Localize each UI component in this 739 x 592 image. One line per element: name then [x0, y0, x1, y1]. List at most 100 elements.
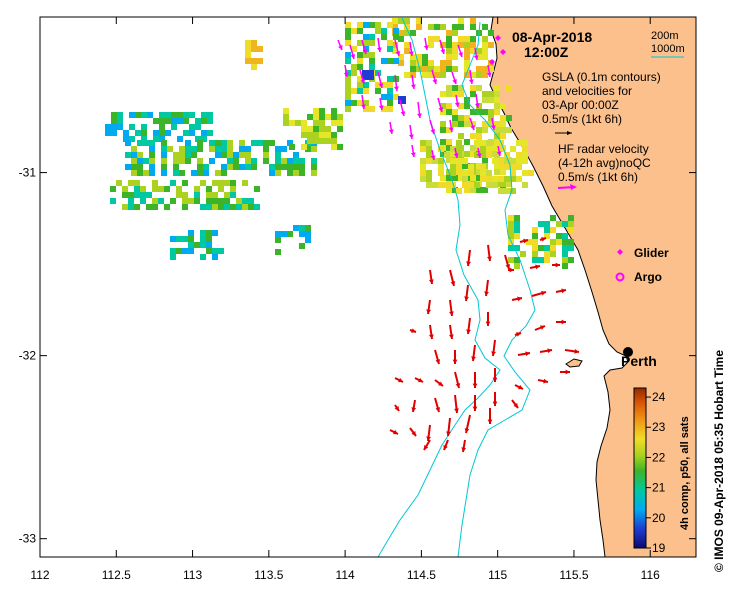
hf-radar-arrow [439, 39, 446, 55]
hf-radar-arrow [399, 99, 406, 117]
gsla-arrow [389, 429, 399, 435]
legend-gsla-3: 03-Apr 00:00Z [542, 98, 619, 112]
gsla-arrow [443, 439, 449, 451]
gsla-arrow [472, 395, 478, 411]
gsla-arrow [466, 249, 471, 267]
gsla-arrow [409, 328, 417, 333]
gsla-arrow [531, 290, 547, 297]
gsla-arrow [394, 377, 404, 383]
hf-radar-arrow [486, 64, 492, 78]
gsla-arrow [394, 404, 400, 412]
hf-radar-arrow [359, 69, 366, 85]
hf-radar-arrow [469, 117, 475, 131]
hf-radar-arrow [411, 74, 416, 90]
x-tick-label: 115 [488, 568, 507, 582]
x-tick-label: 112 [30, 568, 49, 582]
gsla-arrow [511, 399, 519, 409]
legend-hf-2: (4-12h avg)noQC [558, 156, 651, 170]
colorbar-tick-label: 24 [652, 390, 666, 404]
glider-position-icon [495, 35, 501, 41]
hf-radar-arrow [388, 121, 394, 135]
x-tick-label: 113.5 [254, 568, 283, 582]
gsla-arrow [423, 439, 431, 451]
hf-radar-arrow [423, 37, 429, 51]
map-date: 08-Apr-2018 [512, 29, 592, 45]
legend-hf-arrow [557, 184, 577, 190]
hf-radar-arrow [454, 94, 460, 108]
y-tick-label: -31 [19, 166, 37, 180]
gsla-arrow [484, 279, 489, 297]
gsla-arrow [409, 427, 417, 437]
gsla-arrow [454, 371, 461, 389]
hf-radar-arrow [409, 124, 414, 140]
gsla-velocity-arrows [389, 237, 580, 453]
hf-radar-arrow [457, 44, 463, 58]
x-tick-label: 113 [183, 568, 202, 582]
gsla-arrow [446, 417, 451, 437]
gsla-arrow [534, 325, 546, 331]
legend-gsla-arrow [555, 131, 572, 135]
gsla-arrow [517, 351, 531, 357]
colorbar-tick-label: 19 [652, 541, 666, 555]
gsla-arrow [492, 392, 498, 406]
x-tick-label: 112.5 [102, 568, 131, 582]
hf-radar-arrow [361, 94, 366, 110]
gsla-arrow [514, 332, 522, 337]
isobath-200m [457, 21, 536, 557]
hf-radar-arrow [377, 71, 384, 89]
gsla-arrow [429, 324, 434, 340]
gsla-arrow [560, 369, 570, 375]
gsla-arrow [434, 349, 441, 365]
hf-radar-arrow [451, 71, 457, 85]
gsla-arrow [511, 296, 523, 302]
legend-hf-1: HF radar velocity [558, 142, 649, 156]
legend-argo: Argo [634, 270, 662, 284]
y-tick-label: -33 [19, 532, 37, 546]
hf-radar-arrow [394, 39, 401, 57]
legend-gsla-2: and velocities for [542, 84, 632, 98]
gsla-arrow [449, 324, 454, 340]
gsla-arrow [449, 269, 456, 287]
hf-radar-arrow [476, 147, 482, 159]
gsla-arrow [504, 254, 511, 270]
gsla-arrow [434, 379, 444, 387]
gsla-arrow [539, 348, 553, 354]
legend-hf-3: 0.5m/s (1kt 6h) [558, 170, 638, 184]
gsla-arrow [471, 344, 476, 362]
gsla-arrow [426, 299, 431, 315]
x-tick-label: 115.5 [559, 568, 588, 582]
hf-radar-arrow [473, 47, 479, 61]
colorbar [633, 387, 647, 549]
perth-marker-icon [623, 347, 633, 357]
hf-radar-arrow [377, 37, 382, 53]
city-label: Perth [621, 353, 657, 369]
colorbar-label: 4h comp, p50, all sats [679, 416, 691, 530]
colorbar-ticks: 19 20 21 22 23 24 [646, 390, 666, 555]
gsla-arrow [564, 349, 580, 354]
hf-radar-arrow [469, 69, 474, 85]
hf-radar-arrow [430, 149, 436, 161]
hf-radar-arrow [475, 93, 480, 109]
y-axis: -31 -32 -33 [19, 166, 696, 546]
legend-gsla-4: 0.5m/s (1kt 6h) [542, 112, 622, 126]
gsla-arrow [452, 350, 458, 364]
hf-radar-arrow [410, 144, 416, 158]
sst-patches [105, 18, 574, 269]
gsla-arrow [461, 439, 467, 453]
gsla-arrow [411, 399, 417, 413]
gsla-arrow [414, 377, 424, 383]
colorbar-tick-label: 22 [652, 450, 666, 464]
colorbar-tick-label: 21 [652, 481, 666, 495]
hf-radar-arrow [337, 39, 343, 51]
gsla-arrow [449, 299, 454, 317]
legend-200m: 200m [651, 30, 679, 42]
glider-position-icon [500, 49, 506, 55]
credit-text: © IMOS 09-Apr-2018 05:35 Hobart Time [712, 349, 726, 572]
x-tick-label: 114.5 [407, 568, 436, 582]
gsla-arrow [492, 368, 498, 382]
x-tick-label: 116 [641, 568, 660, 582]
gsla-arrow [487, 408, 493, 424]
gsla-arrow [426, 424, 431, 442]
hf-radar-arrow [496, 145, 502, 157]
